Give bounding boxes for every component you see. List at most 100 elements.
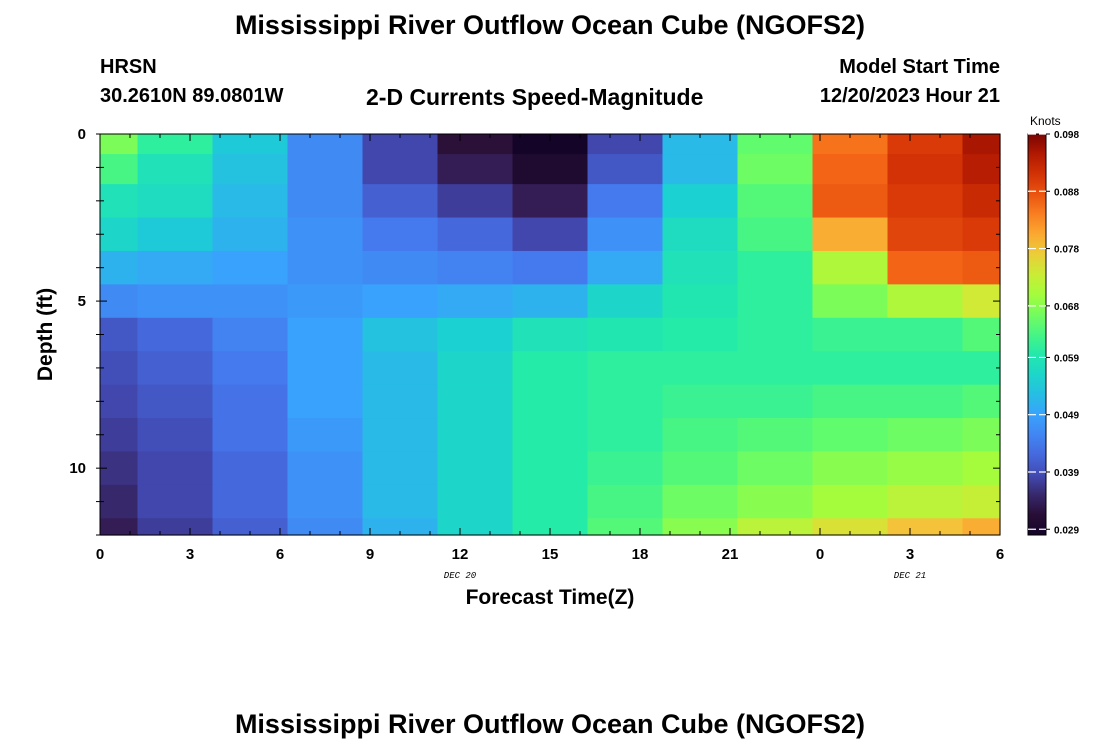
x-tick-label: 12 — [452, 546, 469, 563]
heatmap-cell — [737, 154, 814, 185]
y-tick-label: 10 — [69, 460, 86, 477]
heatmap-cell — [512, 284, 589, 319]
heatmap-cell — [737, 484, 814, 519]
heatmap-cell — [362, 384, 439, 419]
heatmap-cell — [362, 134, 439, 155]
heatmap-cell — [737, 284, 814, 319]
x-axis-label: Forecast Time(Z) — [466, 586, 635, 609]
heatmap-cell — [662, 351, 739, 386]
heatmap-cell — [962, 184, 1001, 219]
heatmap-cell — [662, 217, 739, 252]
heatmap-cell — [437, 250, 514, 285]
heatmap-cell — [100, 134, 139, 155]
heatmap-cell — [812, 451, 889, 486]
heatmap-cell — [137, 317, 214, 352]
station-coords: 30.2610N 89.0801W — [100, 85, 284, 107]
heatmap-cell — [962, 418, 1001, 453]
heatmap-cell — [287, 317, 364, 352]
station-id: HRSN — [100, 56, 157, 78]
heatmap-cell — [212, 134, 289, 155]
x-tick-label: 15 — [542, 546, 559, 563]
heatmap-cell — [287, 384, 364, 419]
heatmap-cell — [137, 418, 214, 453]
heatmap-cell — [887, 284, 964, 319]
heatmap-cell — [100, 518, 139, 536]
colorbar-tick-label: 0.088 — [1054, 187, 1079, 198]
heatmap-cell — [737, 134, 814, 155]
heatmap-cell — [962, 384, 1001, 419]
heatmap-cell — [100, 154, 139, 185]
heatmap-cell — [287, 184, 364, 219]
x-tick-label: 6 — [996, 546, 1004, 563]
heatmap-cell — [287, 250, 364, 285]
heatmap-cell — [887, 184, 964, 219]
heatmap-cell — [662, 184, 739, 219]
heatmap-cell — [812, 484, 889, 519]
heatmap-cell — [137, 184, 214, 219]
heatmap-cell — [962, 154, 1001, 185]
heatmap-cell — [887, 250, 964, 285]
heatmap-cell — [100, 484, 139, 519]
heatmap-cell — [737, 217, 814, 252]
heatmap-cell — [137, 154, 214, 185]
heatmap-cell — [362, 351, 439, 386]
colorbar-tick-label: 0.049 — [1054, 411, 1079, 422]
heatmap-cell — [587, 418, 664, 453]
heatmap-cell — [737, 451, 814, 486]
heatmap-cell — [362, 451, 439, 486]
heatmap-cell — [812, 134, 889, 155]
heatmap-cell — [587, 284, 664, 319]
heatmap-cell — [100, 250, 139, 285]
heatmap-cell — [662, 154, 739, 185]
heatmap-cell — [212, 250, 289, 285]
heatmap-cell — [362, 250, 439, 285]
heatmap-cell — [212, 284, 289, 319]
heatmap-cell — [887, 384, 964, 419]
heatmap-cell — [587, 384, 664, 419]
heatmap-cell — [437, 184, 514, 219]
y-tick-label: 0 — [78, 126, 86, 143]
model-start-value: 12/20/2023 Hour 21 — [819, 85, 1000, 107]
x-tick-label: 0 — [816, 546, 824, 563]
heatmap-cell — [512, 484, 589, 519]
heatmap-cell — [100, 184, 139, 219]
colorbar-unit: Knots — [1030, 114, 1061, 128]
heatmap-cell — [737, 518, 814, 536]
date-label: DEC 20 — [444, 571, 477, 581]
colorbar-tick-label: 0.078 — [1054, 245, 1079, 256]
heatmap-cell — [512, 451, 589, 486]
heatmap-cell — [887, 154, 964, 185]
heatmap-cell — [362, 217, 439, 252]
colorbar-tick-label: 0.068 — [1054, 302, 1079, 313]
heatmap-cell — [100, 351, 139, 386]
heatmap-cell — [212, 154, 289, 185]
heatmap-cell — [137, 451, 214, 486]
heatmap-cell — [212, 484, 289, 519]
heatmap-cell — [437, 518, 514, 536]
heatmap-cell — [962, 217, 1001, 252]
date-label: DEC 21 — [894, 571, 926, 581]
x-tick-label: 0 — [96, 546, 104, 563]
heatmap-cell — [887, 134, 964, 155]
heatmap-cell — [137, 217, 214, 252]
colorbar: Knots 0.029 0.039 0.049 0.059 0.068 0.078 0.088… — [1027, 114, 1079, 536]
heatmap-cell — [887, 418, 964, 453]
heatmap-cell — [362, 484, 439, 519]
heatmap-cell — [512, 184, 589, 219]
heatmap-cell — [812, 250, 889, 285]
heatmap-cell — [437, 484, 514, 519]
heatmap-cell — [437, 451, 514, 486]
heatmap-cell — [737, 317, 814, 352]
heatmap-cell — [587, 250, 664, 285]
heatmap-cell — [887, 317, 964, 352]
heatmap-cell — [287, 484, 364, 519]
heatmap-cell — [887, 518, 964, 536]
heatmap-cell — [512, 317, 589, 352]
heatmap-cell — [137, 518, 214, 536]
heatmap-cell — [100, 217, 139, 252]
colorbar-gradient — [1027, 133, 1047, 536]
x-tick-label: 18 — [632, 546, 649, 563]
heatmap-cell — [437, 217, 514, 252]
heatmap-cell — [737, 384, 814, 419]
